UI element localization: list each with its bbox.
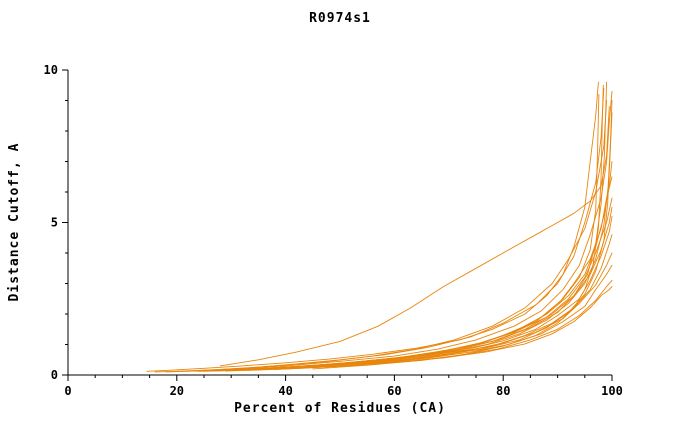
x-tick-label: 100 — [601, 384, 623, 398]
series-line-model-16 — [312, 84, 604, 370]
x-tick-label: 0 — [64, 384, 71, 398]
series-line-model-11 — [241, 234, 613, 371]
series-line-model-12 — [203, 252, 613, 372]
series-line-model-19 — [154, 81, 608, 373]
series-line-model-06 — [198, 161, 613, 372]
series-line-model-04 — [219, 106, 610, 367]
series-line-model-02 — [187, 87, 605, 372]
y-tick-label: 5 — [51, 216, 58, 230]
series-line-model-03 — [208, 100, 608, 371]
series-line-model-10 — [214, 215, 613, 372]
series-line-model-05 — [176, 90, 613, 372]
x-axis-label: Percent of Residues (CA) — [234, 401, 446, 416]
x-tick-label: 40 — [278, 384, 292, 398]
y-axis-label: Distance Cutoff, A — [7, 143, 22, 302]
series-line-model-07 — [165, 176, 613, 373]
axes — [67, 70, 612, 376]
x-tick-label: 20 — [170, 384, 184, 398]
x-tick-label: 80 — [496, 384, 510, 398]
y-tick-label: 10 — [44, 63, 58, 77]
y-tick-label: 0 — [51, 368, 58, 382]
tick-labels: 0 20 40 60 80 100 0 5 10 — [44, 63, 623, 398]
tick-marks — [62, 69, 613, 381]
series-line-model-20 — [296, 100, 613, 368]
series-lines — [146, 81, 613, 373]
x-tick-label: 60 — [387, 384, 401, 398]
chart-title: R0974s1 — [309, 11, 371, 26]
series-line-model-17 — [285, 112, 613, 370]
